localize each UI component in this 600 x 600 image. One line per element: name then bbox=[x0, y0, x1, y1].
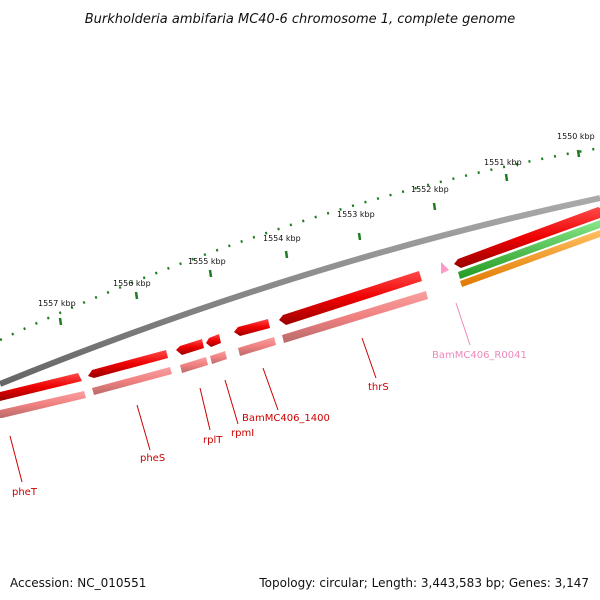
kbp-label: 1551 kbp bbox=[484, 158, 522, 167]
tick-ring: 1550 kbp 1551 kbp 1552 kbp 1553 kbp 1554… bbox=[0, 132, 600, 342]
kbp-label: 1556 kbp bbox=[113, 279, 151, 288]
cds-pheS-reverse bbox=[92, 367, 172, 395]
kbp-label: 1553 kbp bbox=[337, 210, 375, 219]
gene-label-rpmI: rpmI bbox=[231, 428, 254, 439]
forward-cds-track bbox=[0, 207, 600, 401]
cds-far-forward bbox=[454, 207, 600, 268]
minor-tick-dots bbox=[0, 146, 600, 342]
gene-label-pheS: pheS bbox=[140, 453, 165, 464]
gene-label-BamMC406_1400: BamMC406_1400 bbox=[242, 413, 330, 424]
rna-feature-marker bbox=[441, 262, 449, 274]
cds-rplT-reverse bbox=[180, 357, 208, 373]
cds-BamMC406_1400-forward bbox=[234, 319, 270, 336]
cds-pheT-forward bbox=[0, 373, 82, 401]
cds-rplT-forward bbox=[176, 339, 204, 355]
cds-thrS-forward bbox=[279, 271, 422, 325]
accession-text: Accession: NC_010551 bbox=[10, 576, 147, 590]
orange-feature-track bbox=[460, 230, 600, 287]
cds-rpmI-reverse bbox=[210, 351, 227, 364]
gene-labels: pheT pheS rplT rpmI BamMC406_1400 thrS B… bbox=[12, 350, 527, 498]
gene-label-pheT: pheT bbox=[12, 487, 38, 498]
reverse-cds-track bbox=[0, 291, 428, 418]
topology-text: Topology: circular; Length: 3,443,583 bp… bbox=[259, 576, 589, 590]
cds-BamMC406_1400-reverse bbox=[238, 337, 276, 356]
cds-rpmI-forward bbox=[206, 334, 221, 347]
gene-label-thrS: thrS bbox=[368, 382, 389, 393]
major-ticks bbox=[58, 149, 581, 326]
gene-label-BamMC406_R0041: BamMC406_R0041 bbox=[432, 350, 527, 361]
gene-label-rplT: rplT bbox=[203, 435, 223, 446]
green-feature-track bbox=[458, 220, 600, 279]
kbp-label: 1550 kbp bbox=[557, 132, 595, 141]
gene-leader-lines bbox=[9, 302, 471, 483]
cds-thrS-reverse bbox=[282, 291, 428, 343]
cds-pheT-reverse bbox=[0, 391, 86, 418]
cds-pheS-forward bbox=[88, 350, 168, 378]
kbp-label: 1555 kbp bbox=[188, 257, 226, 266]
map-title: Burkholderia ambifaria MC40-6 chromosome… bbox=[85, 12, 515, 27]
kbp-label: 1557 kbp bbox=[38, 299, 76, 308]
kbp-label: 1552 kbp bbox=[411, 185, 449, 194]
kbp-label: 1554 kbp bbox=[263, 234, 301, 243]
chromosome-backbone bbox=[0, 195, 600, 387]
